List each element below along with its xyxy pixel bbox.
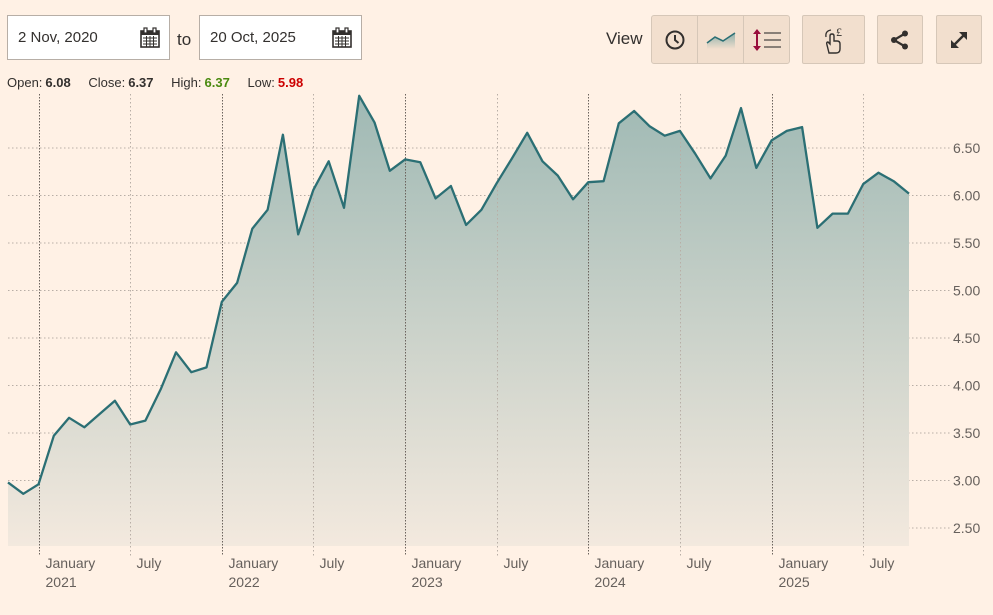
share-icon <box>891 30 908 49</box>
clock-icon <box>665 30 684 49</box>
y-tick-label: 6.50 <box>953 140 980 156</box>
y-tick-label: 6.00 <box>953 188 980 204</box>
x-axis: January 2021 July January 2022 July January 202… <box>46 555 895 590</box>
x-tick-label: January <box>229 555 279 571</box>
low-label: Low: <box>247 75 275 90</box>
view-button-group <box>651 15 790 64</box>
open-value: 6.08 <box>45 75 71 90</box>
y-tick-label: 5.00 <box>953 283 980 299</box>
x-tick-label: January <box>779 555 829 571</box>
y-tick-label: 3.00 <box>953 473 980 489</box>
to-date-value: 20 Oct, 2025 <box>210 29 296 46</box>
x-tick-label: January <box>595 555 645 571</box>
fullscreen-button[interactable] <box>936 15 982 64</box>
hand-pound-icon: £ <box>824 25 842 54</box>
close-value: 6.37 <box>128 75 154 90</box>
y-tick-label: 5.50 <box>953 235 980 251</box>
view-label: View <box>606 29 643 48</box>
price-line <box>7 94 910 495</box>
x-tick-label: July <box>687 555 712 571</box>
chart-type-button[interactable] <box>698 16 744 63</box>
x-tick-label: July <box>320 555 345 571</box>
x-tick-year: 2022 <box>229 574 260 590</box>
svg-text:£: £ <box>836 25 842 39</box>
x-tick-year: 2024 <box>595 574 626 590</box>
expand-icon <box>951 31 967 48</box>
high-value: 6.37 <box>204 75 230 90</box>
axis-scale-icon <box>752 28 781 51</box>
share-button[interactable] <box>877 15 923 64</box>
currency-button[interactable]: £ <box>802 15 865 64</box>
time-period-button[interactable] <box>652 16 698 63</box>
calendar-icon[interactable] <box>139 26 161 49</box>
x-tick-year: 2021 <box>46 574 77 590</box>
from-date-input[interactable]: 2 Nov, 2020 <box>7 15 170 60</box>
to-date-input[interactable]: 20 Oct, 2025 <box>199 15 362 60</box>
price-area <box>8 95 909 547</box>
y-tick-label: 4.50 <box>953 330 980 346</box>
to-label: to <box>177 30 192 49</box>
y-tick-label: 2.50 <box>953 520 980 536</box>
y-tick-label: 4.00 <box>953 378 980 394</box>
y-axis: 2.50 3.00 3.50 4.00 4.50 5.00 5.50 6.00 6.50 <box>953 140 980 536</box>
x-tick-label: January <box>412 555 462 571</box>
close-label: Close: <box>88 75 126 90</box>
x-tick-label: January <box>46 555 96 571</box>
from-date-value: 2 Nov, 2020 <box>18 29 98 46</box>
open-label: Open: <box>7 75 43 90</box>
low-value: 5.98 <box>277 75 304 90</box>
chart-settings-button[interactable] <box>744 16 789 63</box>
x-tick-label: July <box>870 555 895 571</box>
x-tick-label: July <box>137 555 162 571</box>
high-label: High: <box>171 75 202 90</box>
mountain-chart-icon <box>706 31 735 49</box>
y-tick-label: 3.50 <box>953 425 980 441</box>
x-tick-year: 2023 <box>412 574 443 590</box>
x-tick-year: 2025 <box>779 574 810 590</box>
ohlc-summary: Open: 6.08 Close: 6.37 High: 6.37 Low: 5.98 <box>7 75 317 90</box>
calendar-icon[interactable] <box>331 26 353 49</box>
x-tick-label: July <box>504 555 529 571</box>
